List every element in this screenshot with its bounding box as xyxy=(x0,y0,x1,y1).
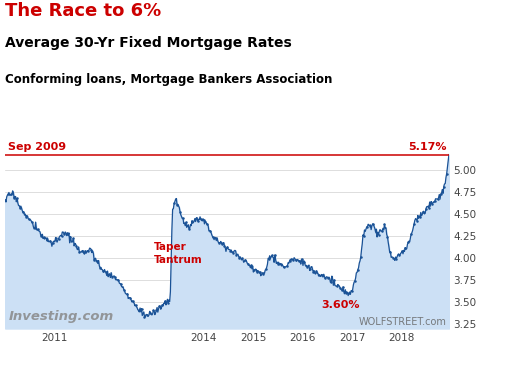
Text: Taper
Tantrum: Taper Tantrum xyxy=(154,242,203,265)
Text: Average 30-Yr Fixed Mortgage Rates: Average 30-Yr Fixed Mortgage Rates xyxy=(5,36,292,50)
Text: 3.60%: 3.60% xyxy=(322,300,360,310)
Text: Sep 2009: Sep 2009 xyxy=(8,142,66,152)
Text: WOLFSTREET.com: WOLFSTREET.com xyxy=(359,317,446,327)
Text: 5.17%: 5.17% xyxy=(408,142,446,152)
Text: The Race to 6%: The Race to 6% xyxy=(5,2,161,20)
Text: Conforming loans, Mortgage Bankers Association: Conforming loans, Mortgage Bankers Assoc… xyxy=(5,73,333,86)
Text: Investing.com: Investing.com xyxy=(9,310,114,323)
